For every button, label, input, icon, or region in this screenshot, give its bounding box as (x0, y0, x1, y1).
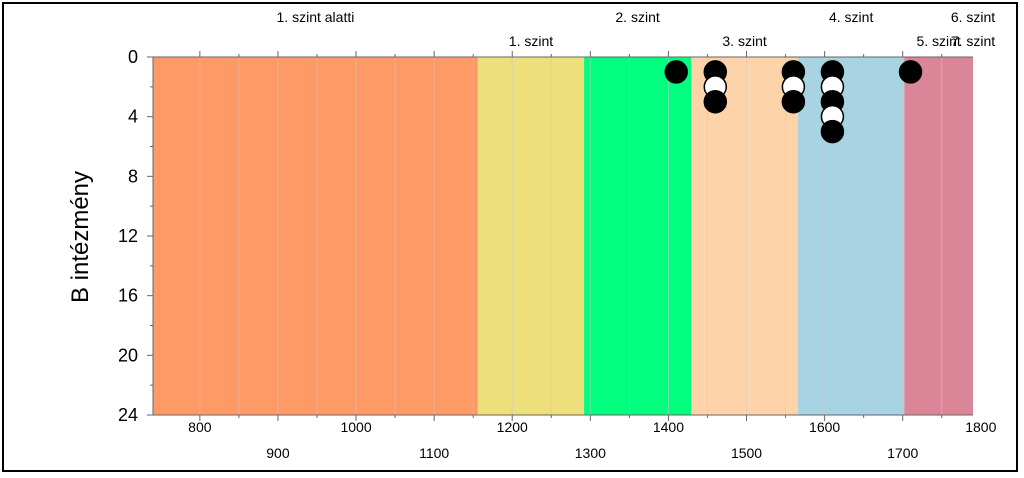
y-tick-label: 8 (128, 166, 138, 186)
data-point (703, 90, 728, 114)
x-tick-label: 1600 (809, 419, 840, 435)
x-tick-label: 1700 (887, 445, 918, 461)
y-tick-label: 12 (118, 226, 138, 246)
x-tick-label: 900 (266, 445, 290, 461)
x-tick-label: 1400 (653, 419, 684, 435)
band-label-4: 3. szint (722, 33, 766, 49)
band-label-7: 6. szint (951, 9, 995, 25)
data-point (781, 90, 806, 114)
x-tick-label: 1500 (731, 445, 762, 461)
band-4 (691, 57, 799, 415)
labels-layer: 1. szint alatti 1. szint 2. szint 3. szint 4… (277, 9, 996, 49)
data-point (664, 60, 688, 84)
y-tick-label: 0 (128, 47, 138, 67)
x-tick-label: 1100 (419, 445, 449, 461)
band-label-2: 1. szint (509, 33, 553, 49)
band-3 (584, 57, 692, 415)
y-tick-label: 16 (118, 286, 138, 306)
x-tick-label: 800 (188, 419, 212, 435)
band-label-1: 1. szint alatti (277, 9, 355, 25)
band-label-6: 5. szint (916, 33, 960, 49)
bands-layer (153, 57, 973, 415)
data-point (820, 119, 845, 144)
band-label-3: 2. szint (615, 9, 659, 25)
x-tick-label: 1800 (965, 419, 996, 435)
y-axis-label: B intézmény (67, 171, 94, 303)
band-2 (477, 57, 585, 415)
x-tick-label: 1000 (340, 419, 371, 435)
axes-layer: 8001000120014001600180020002200900110013… (118, 47, 997, 461)
band-label-8: 7. szint (951, 33, 995, 49)
x-tick-label: 1200 (497, 419, 528, 435)
band-5 (798, 57, 905, 415)
y-tick-label: 20 (118, 345, 138, 365)
band-1 (153, 57, 478, 415)
band-label-5: 4. szint (829, 9, 873, 25)
grid-layer (199, 57, 943, 415)
band-6 (904, 57, 973, 415)
points-layer (664, 60, 923, 144)
data-point (898, 60, 923, 84)
y-tick-label: 4 (128, 107, 138, 127)
x-tick-label: 1300 (575, 445, 606, 461)
y-tick-label: 24 (118, 405, 138, 425)
